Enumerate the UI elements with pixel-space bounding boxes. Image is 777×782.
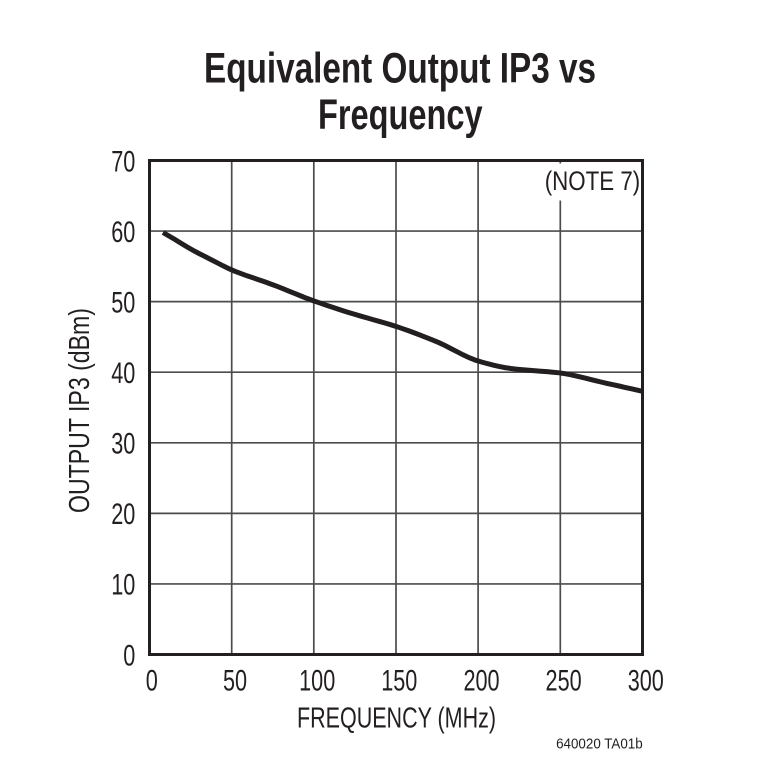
svg-text:30: 30 xyxy=(111,428,135,461)
svg-text:0: 0 xyxy=(123,639,135,672)
svg-text:70: 70 xyxy=(111,145,135,178)
svg-text:300: 300 xyxy=(628,665,664,698)
svg-text:50: 50 xyxy=(223,665,247,698)
svg-text:200: 200 xyxy=(463,665,499,698)
svg-text:Equivalent Output IP3 vs: Equivalent Output IP3 vs xyxy=(204,46,596,93)
svg-text:0: 0 xyxy=(146,665,158,698)
svg-text:250: 250 xyxy=(546,665,582,698)
svg-text:OUTPUT IP3 (dBm): OUTPUT IP3 (dBm) xyxy=(64,308,96,513)
svg-text:100: 100 xyxy=(299,665,335,698)
svg-text:60: 60 xyxy=(111,216,135,249)
svg-text:10: 10 xyxy=(111,569,135,602)
svg-text:20: 20 xyxy=(111,498,135,531)
svg-text:150: 150 xyxy=(381,665,417,698)
svg-text:640020 TA01b: 640020 TA01b xyxy=(556,737,643,753)
svg-text:40: 40 xyxy=(111,357,135,390)
svg-text:(NOTE 7): (NOTE 7) xyxy=(545,166,641,196)
svg-text:FREQUENCY (MHz): FREQUENCY (MHz) xyxy=(297,703,496,735)
svg-text:50: 50 xyxy=(111,286,135,319)
svg-text:Frequency: Frequency xyxy=(318,92,483,139)
